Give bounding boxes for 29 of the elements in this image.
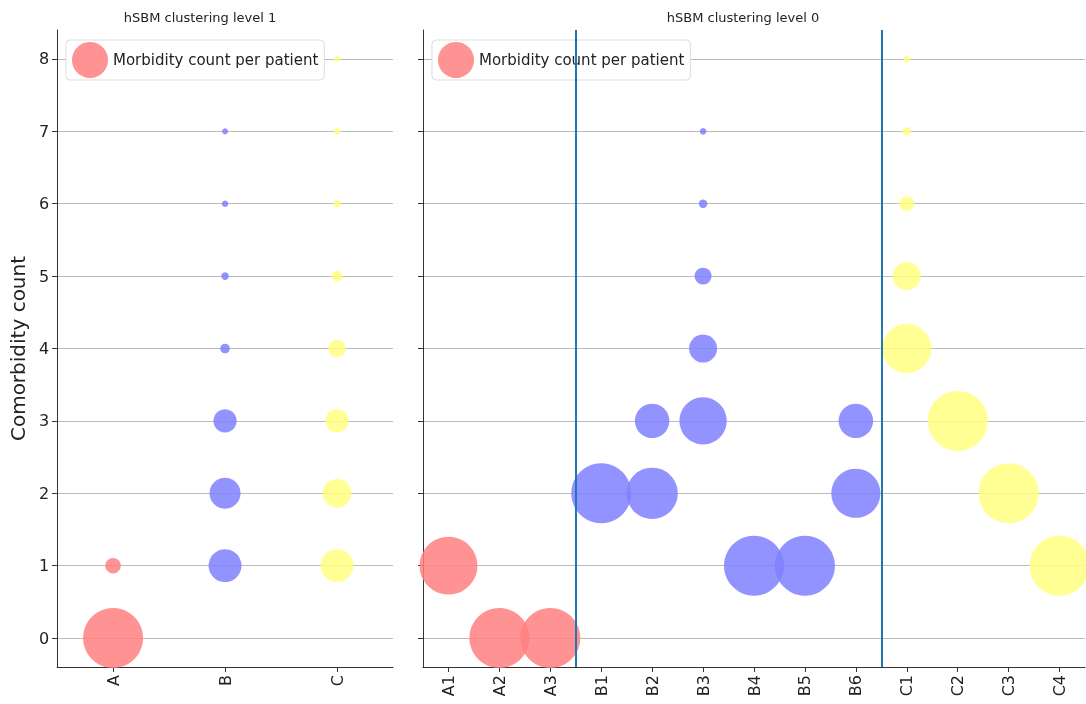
x-tick-label: B4 — [744, 675, 764, 697]
y-tick-label: 1 — [38, 556, 50, 576]
chart-title: hSBM clustering level 0 — [666, 10, 820, 25]
x-tick-label: A — [103, 674, 123, 686]
x-tick-label: C3 — [999, 675, 1019, 697]
x-tick-label: C2 — [948, 675, 968, 697]
y-tick-label: 6 — [38, 194, 50, 214]
y-tick-label: 3 — [38, 411, 50, 431]
y-tick-label: 0 — [38, 628, 50, 648]
x-tick-label: B3 — [693, 675, 713, 697]
x-tick-label: A3 — [540, 675, 560, 697]
x-tick-label: C — [327, 675, 347, 687]
x-tick-label: A2 — [489, 675, 509, 697]
y-tick-label: 2 — [38, 483, 50, 503]
y-tick-label: 7 — [38, 121, 50, 141]
y-tick-label: 8 — [38, 49, 50, 69]
x-tick-label: B6 — [846, 675, 866, 697]
y-axis-title: Comorbidity count — [6, 255, 30, 442]
x-tick-label: C1 — [897, 675, 917, 697]
x-tick-label: B2 — [642, 675, 662, 697]
x-tick-label: A1 — [438, 675, 458, 697]
chart-title: hSBM clustering level 1 — [123, 10, 277, 25]
x-tick-label: B — [215, 675, 235, 686]
x-tick-label: B1 — [591, 675, 611, 697]
x-tick-label: C4 — [1050, 675, 1070, 697]
x-tick-label: B5 — [795, 675, 815, 697]
y-tick-label: 5 — [38, 266, 50, 286]
legend-label: Morbidity count per patient — [113, 51, 319, 69]
y-tick-label: 4 — [38, 339, 50, 358]
